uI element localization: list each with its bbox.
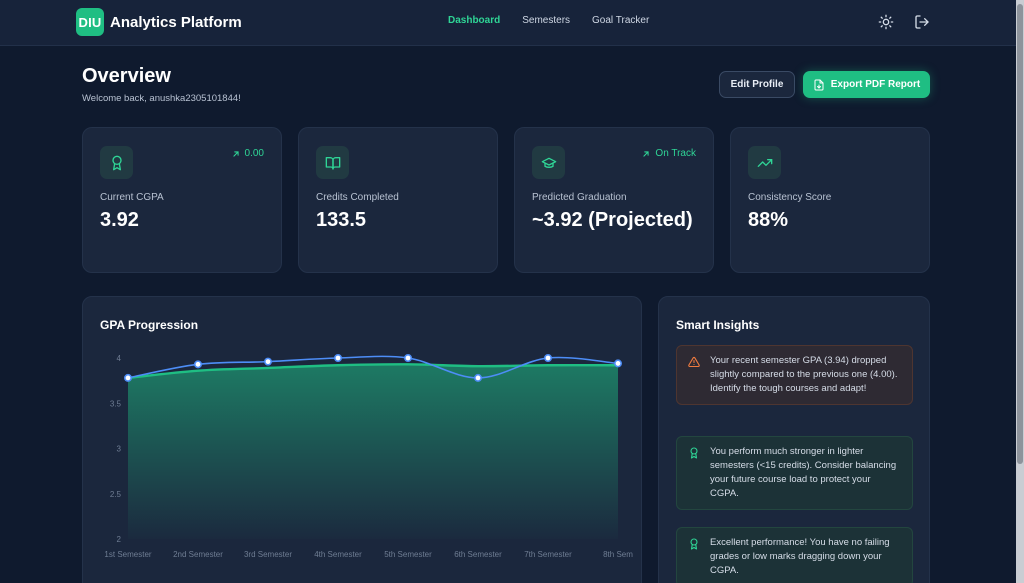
gpa-chart: 2 2.5 3 3.5 4 1st Semester 2nd Semester 3rd Sem… xyxy=(104,353,633,559)
nav-dashboard[interactable]: Dashboard xyxy=(448,15,501,26)
top-navbar: DIU Analytics Platform Dashboard Semeste… xyxy=(0,0,1016,46)
stat-card-predicted-graduation: On Track Predicted Graduation ~3.92 (Pro… xyxy=(514,127,714,273)
y-tick-label: 2 xyxy=(117,535,122,544)
stat-label: Credits Completed xyxy=(316,192,399,203)
book-icon xyxy=(316,146,349,179)
welcome-text: Welcome back, anushka2305101844! xyxy=(82,93,241,104)
x-tick-label: 5th Semester xyxy=(384,550,432,559)
semester-gpa-point xyxy=(264,357,273,366)
stat-card-credits: Credits Completed 133.5 xyxy=(298,127,498,273)
gpa-progression-card: GPA Progression 2 2.5 3 3.5 4 1st Semester 2nd… xyxy=(82,296,642,583)
arrow-up-right-icon xyxy=(232,150,239,157)
insight-success: Excellent performance! You have no faili… xyxy=(676,527,913,583)
cgpa-area xyxy=(128,364,618,539)
stat-value: 133.5 xyxy=(316,209,367,231)
stat-value: 88% xyxy=(748,209,789,231)
semester-gpa-point xyxy=(473,373,482,382)
y-tick-label: 3 xyxy=(117,445,122,454)
trend-badge: 0.00 xyxy=(231,148,264,159)
scrollbar[interactable] xyxy=(1016,0,1024,583)
stat-label: Predicted Graduation xyxy=(532,192,627,203)
semester-gpa-line xyxy=(127,355,619,379)
cgpa-line xyxy=(127,363,619,380)
x-tick-label: 7th Semester xyxy=(524,550,572,559)
brand-name: Analytics Platform xyxy=(110,13,242,31)
award-icon xyxy=(690,538,698,550)
chart-title: GPA Progression xyxy=(100,318,199,332)
trend-badge: On Track xyxy=(641,148,696,159)
smart-insights-card: Smart Insights Your recent semester GPA … xyxy=(658,296,930,583)
logout-icon[interactable] xyxy=(914,14,930,30)
nav-semesters[interactable]: Semesters xyxy=(522,15,571,26)
brand[interactable]: DIU Analytics Platform xyxy=(76,8,242,36)
insight-text: You perform much stronger in lighter sem… xyxy=(710,446,897,499)
export-pdf-label: Export PDF Report xyxy=(830,79,921,90)
alert-triangle-icon xyxy=(688,356,700,368)
award-icon xyxy=(690,447,698,459)
insight-warning: Your recent semester GPA (3.94) dropped … xyxy=(676,345,913,405)
semester-gpa-point xyxy=(123,373,132,382)
semester-gpa-point xyxy=(194,360,203,369)
y-tick-label: 2.5 xyxy=(110,490,122,499)
x-tick-label: 2nd Semester xyxy=(173,550,223,559)
y-tick-label: 4 xyxy=(117,354,122,363)
page-title: Overview xyxy=(82,65,171,87)
arrow-up-right-icon xyxy=(643,150,650,157)
scrollbar-thumb[interactable] xyxy=(1017,4,1023,464)
award-icon xyxy=(100,146,133,179)
semester-gpa-point xyxy=(334,353,343,362)
stat-value: ~3.92 (Projected) xyxy=(532,209,693,231)
export-pdf-button[interactable]: Export PDF Report xyxy=(803,71,930,98)
x-tick-label: 1st Semester xyxy=(104,550,151,559)
main-nav: Dashboard Semesters Goal Tracker xyxy=(448,15,671,26)
x-tick-label: 3rd Semester xyxy=(244,550,292,559)
edit-profile-button[interactable]: Edit Profile xyxy=(719,71,795,98)
x-tick-label: 8th Sem xyxy=(603,550,633,559)
semester-gpa-point xyxy=(613,359,622,368)
stat-label: Consistency Score xyxy=(748,192,832,203)
semester-gpa-point xyxy=(543,353,552,362)
graduation-cap-icon xyxy=(532,146,565,179)
x-tick-label: 6th Semester xyxy=(454,550,502,559)
y-tick-label: 3.5 xyxy=(110,399,122,408)
stat-value: 3.92 xyxy=(100,209,139,231)
sun-icon[interactable] xyxy=(878,14,894,30)
brand-logo: DIU xyxy=(76,8,104,36)
nav-goal-tracker[interactable]: Goal Tracker xyxy=(592,15,650,26)
insights-title: Smart Insights xyxy=(676,318,760,332)
file-download-icon xyxy=(814,79,824,90)
trend-value: On Track xyxy=(655,148,696,159)
trending-up-icon xyxy=(748,146,781,179)
stat-label: Current CGPA xyxy=(100,192,164,203)
semester-gpa-point xyxy=(403,353,412,362)
trend-value: 0.00 xyxy=(244,148,264,159)
insight-text: Your recent semester GPA (3.94) dropped … xyxy=(710,355,898,394)
insight-text: Excellent performance! You have no faili… xyxy=(710,537,890,576)
stat-card-cgpa: 0.00 Current CGPA 3.92 xyxy=(82,127,282,273)
stat-card-consistency: Consistency Score 88% xyxy=(730,127,930,273)
insight-success: You perform much stronger in lighter sem… xyxy=(676,436,913,510)
x-tick-label: 4th Semester xyxy=(314,550,362,559)
